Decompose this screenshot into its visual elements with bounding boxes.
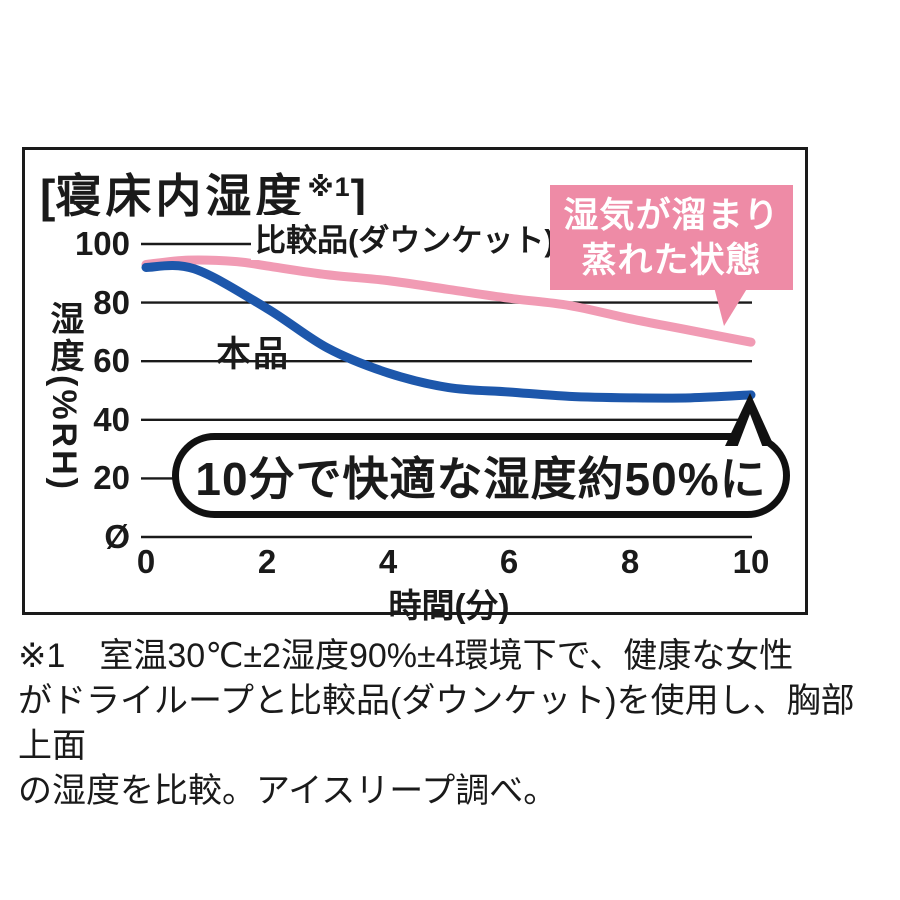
moisture-callout: 湿気が溜まり 蒸れた状態 xyxy=(550,185,793,290)
x-tick-label-10: 10 xyxy=(732,543,770,580)
title-close-bracket: ] xyxy=(350,170,366,222)
chart-title: [寝床内湿度※1] xyxy=(40,160,366,226)
bubble-text: 10分で快適な湿度約50%に xyxy=(195,452,767,505)
y-tick-label-40: 40 xyxy=(93,400,130,438)
callout-line2: 蒸れた状態 xyxy=(581,240,762,280)
y-tick-label-100: 100 xyxy=(74,225,130,262)
title-open-bracket: [ xyxy=(40,170,56,222)
x-tick-label-2: 2 xyxy=(257,543,277,580)
y-axis-title: 湿度(%RH) xyxy=(45,301,83,492)
x-tick-label-0: 0 xyxy=(136,543,156,580)
result-speech-bubble: 10分で快適な湿度約50%に xyxy=(172,433,790,518)
x-axis-title: 時間(分) xyxy=(388,587,510,624)
y-tick-label-20: 20 xyxy=(93,459,130,497)
callout-line1: 湿気が溜まり xyxy=(563,195,780,235)
series-label-comparison-product: 比較品(ダウンケット) xyxy=(251,215,559,260)
y-tick-label-80: 80 xyxy=(93,283,130,321)
x-tick-label-4: 4 xyxy=(378,543,398,580)
footnote-text: ※1 室温30℃±2湿度90%±4環境下で、健康な女性 がドライループと比較品(… xyxy=(18,637,855,810)
series-label-this-product: 本品 xyxy=(216,335,291,374)
y-tick-label-60: 60 xyxy=(93,342,130,380)
y-tick-label-0: Ø xyxy=(104,518,130,555)
x-tick-label-6: 6 xyxy=(499,543,519,580)
title-footnote-marker: ※1 xyxy=(307,172,351,202)
title-text: 寝床内湿度 xyxy=(55,170,306,222)
x-tick-label-8: 8 xyxy=(620,543,640,580)
